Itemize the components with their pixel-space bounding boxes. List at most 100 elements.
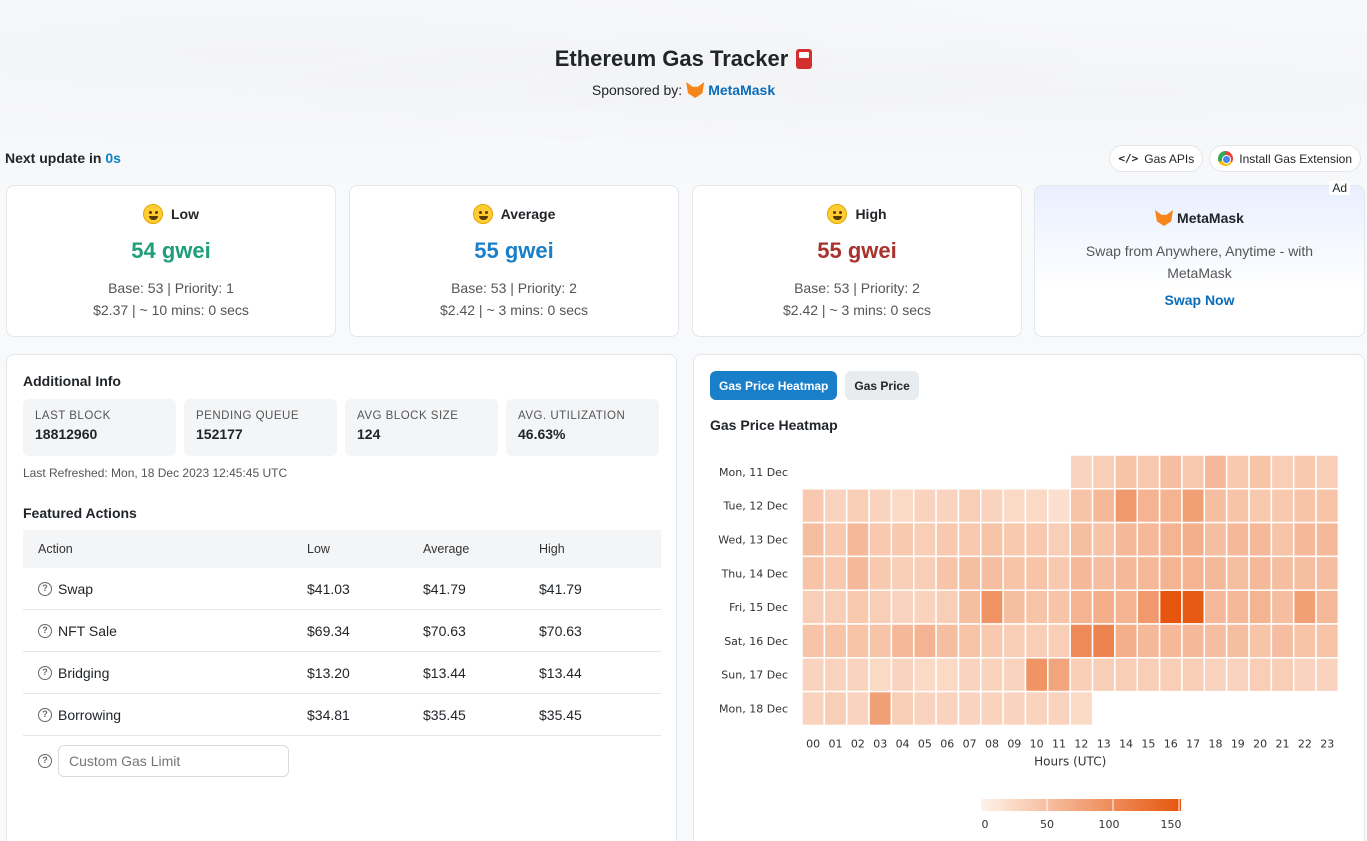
question-icon[interactable]: ? <box>38 665 52 680</box>
heatmap-cell <box>823 657 848 693</box>
high-gas-price: 55 gwei <box>817 238 897 263</box>
heatmap-cell <box>1248 657 1273 693</box>
heatmap-cell <box>1158 521 1183 558</box>
heatmap-cell <box>935 555 960 591</box>
heatmap-cell <box>957 589 982 625</box>
heatmap-cell <box>1203 589 1228 625</box>
heatmap-cell <box>1315 657 1340 693</box>
heatmap-cell <box>890 657 915 693</box>
heatmap-cell <box>935 690 960 727</box>
table-row: ? Swap $41.03 $41.79 $41.79 <box>23 568 661 610</box>
custom-gas-limit-input[interactable] <box>58 745 289 777</box>
x-tick-label: 21 <box>1276 737 1290 750</box>
heatmap-cell <box>1002 555 1027 591</box>
ad-badge: Ad <box>1329 181 1350 195</box>
heatmap-cell <box>823 623 848 659</box>
heatmap-cell <box>1136 657 1161 693</box>
gas-apis-button[interactable]: </> Gas APIs <box>1109 145 1204 172</box>
heatmap-cell <box>1225 521 1250 558</box>
colorbar-tick-label: 50 <box>1040 818 1054 831</box>
x-tick-label: 19 <box>1231 737 1245 750</box>
heatmap-cell <box>1158 623 1183 659</box>
heatmap-cell <box>1069 521 1094 558</box>
heatmap-cell <box>1181 623 1206 659</box>
featured-actions-title: Featured Actions <box>23 505 137 521</box>
custom-gas-row: ? <box>23 736 661 786</box>
heatmap-cell <box>845 589 870 625</box>
heatmap-cell <box>1158 555 1183 591</box>
average-base-priority: Base: 53 | Priority: 2 <box>451 280 577 296</box>
heatmap-cell <box>1091 555 1116 591</box>
heatmap-cell <box>823 488 848 524</box>
heatmap-cell <box>1136 521 1161 558</box>
heatmap-cell <box>980 623 1004 659</box>
x-tick-label: 14 <box>1119 737 1133 750</box>
stat-avg-utilization: AVG. UTILIZATION 46.63% <box>506 399 659 456</box>
heatmap-cell <box>935 657 960 693</box>
tab-gas-price-heatmap[interactable]: Gas Price Heatmap <box>710 371 838 400</box>
heatmap-cell <box>890 488 915 524</box>
heatmap-cell <box>1181 555 1206 591</box>
heatmap-cell <box>1225 623 1250 659</box>
heatmap-cell <box>1047 521 1071 558</box>
y-tick-label: Mon, 11 Dec <box>719 466 788 479</box>
question-icon[interactable]: ? <box>38 623 52 638</box>
x-tick-label: 22 <box>1298 737 1312 750</box>
heatmap-cell <box>913 623 937 659</box>
heatmap-cell <box>1114 521 1138 558</box>
heatmap-cell <box>913 555 937 591</box>
y-tick-label: Wed, 13 Dec <box>718 534 788 547</box>
heatmap-cell <box>1270 657 1295 693</box>
x-tick-label: 03 <box>873 737 887 750</box>
x-tick-label: 06 <box>940 737 954 750</box>
heatmap-cell <box>845 657 870 693</box>
average-gas-price: 55 gwei <box>474 238 554 263</box>
question-icon[interactable]: ? <box>38 754 52 768</box>
heatmap-cell <box>1114 488 1138 524</box>
heatmap-cell <box>1203 657 1228 693</box>
heatmap-cell <box>1136 589 1161 625</box>
x-tick-label: 12 <box>1074 737 1088 750</box>
heatmap-cell <box>801 521 826 558</box>
sponsor-link[interactable]: MetaMask <box>708 82 776 98</box>
y-tick-label: Sat, 16 Dec <box>724 635 788 648</box>
heatmap-cell <box>845 690 870 727</box>
heatmap-cell <box>868 488 893 524</box>
grin-emoji-icon <box>143 204 163 224</box>
x-tick-label: 18 <box>1208 737 1222 750</box>
heatmap-cell <box>1002 657 1027 693</box>
average-gas-card: Average 55 gwei Base: 53 | Priority: 2 $… <box>349 185 679 337</box>
tab-gas-price[interactable]: Gas Price <box>845 371 919 400</box>
heatmap-cell <box>868 555 893 591</box>
heatmap-cell <box>1069 690 1094 727</box>
heatmap-cell <box>957 657 982 693</box>
ad-text: Swap from Anywhere, Anytime - with MetaM… <box>1085 243 1314 281</box>
chrome-icon <box>1218 151 1234 166</box>
heatmap-cell <box>1158 589 1183 625</box>
x-axis-label: Hours (UTC) <box>1034 754 1106 768</box>
install-extension-button[interactable]: Install Gas Extension <box>1209 145 1361 172</box>
low-gas-price: 54 gwei <box>131 238 211 263</box>
page-header: Ethereum Gas Tracker Sponsored by: MetaM… <box>0 46 1367 100</box>
question-icon[interactable]: ? <box>38 581 52 596</box>
heatmap-cell <box>845 623 870 659</box>
heatmap-cell <box>980 488 1004 524</box>
heatmap-cell <box>1315 521 1340 558</box>
heatmap-cell <box>957 521 982 558</box>
y-tick-label: Fri, 15 Dec <box>729 601 788 614</box>
heatmap-cell <box>1024 521 1049 558</box>
question-icon[interactable]: ? <box>38 707 52 722</box>
x-tick-label: 00 <box>806 737 820 750</box>
heatmap-cell <box>1270 555 1295 591</box>
heatmap-cell <box>1181 521 1206 558</box>
heatmap-cell <box>1248 623 1273 659</box>
heatmap-cell <box>1114 589 1138 625</box>
ad-card[interactable]: Ad MetaMask Swap from Anywhere, Anytime … <box>1034 181 1365 337</box>
heatmap-cell <box>1047 555 1071 591</box>
swap-now-link[interactable]: Swap Now <box>1164 292 1235 308</box>
heatmap-cell <box>1002 488 1027 524</box>
featured-actions-table: Action Low Average High ? Swap $41.03 $41… <box>23 530 661 786</box>
heatmap-cell <box>890 521 915 558</box>
stat-last-block: LAST BLOCK 18812960 <box>23 399 176 456</box>
heatmap-cell <box>1225 657 1250 693</box>
